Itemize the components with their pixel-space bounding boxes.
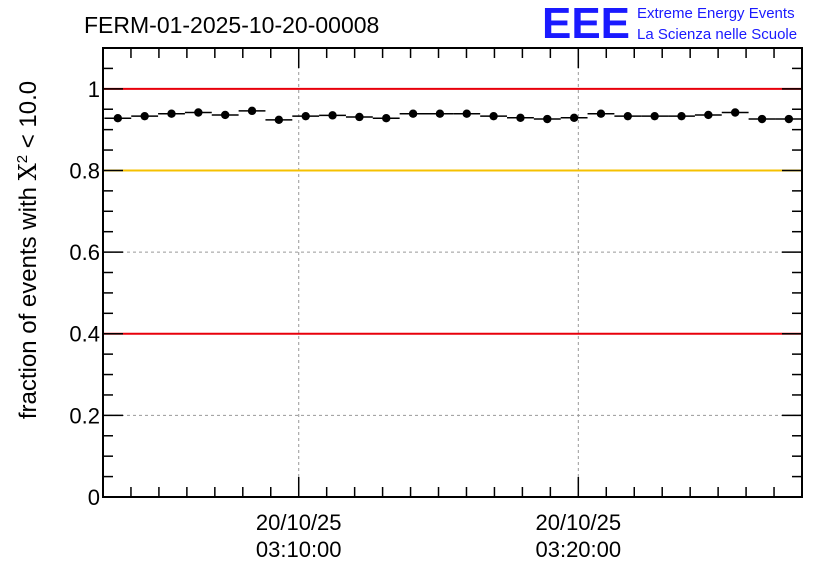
data-point-marker — [140, 111, 149, 121]
y-tick-label: 0.6 — [69, 240, 100, 265]
data-point-marker — [730, 108, 740, 117]
data-point-marker — [489, 111, 498, 121]
data-point — [721, 108, 749, 117]
x-tick-label-time: 03:10:00 — [256, 537, 342, 562]
ticks — [103, 47, 802, 498]
data-point — [560, 113, 588, 122]
data-point-marker — [220, 110, 230, 120]
x-tick-label-time: 03:20:00 — [535, 537, 621, 562]
data-point — [184, 108, 212, 117]
data-point-marker — [113, 114, 123, 123]
data-point — [668, 111, 695, 121]
data-point-marker — [382, 114, 391, 123]
x-tick-label-date: 20/10/25 — [256, 510, 342, 535]
eee-logo-line1: Extreme Energy Events — [637, 5, 795, 22]
data-point — [480, 111, 508, 121]
data-point — [641, 111, 669, 121]
data-point-marker — [543, 114, 552, 124]
y-tick-label: 1 — [88, 77, 100, 102]
data-point-marker — [408, 109, 418, 118]
data-point-marker — [167, 109, 176, 118]
chart-title: FERM-01-2025-10-20-00008 — [84, 12, 379, 38]
data-point-marker — [784, 114, 794, 124]
data-point-marker — [274, 115, 284, 125]
data-point — [775, 114, 803, 124]
y-axis-label-symbol: X — [14, 163, 42, 180]
data-point — [748, 114, 776, 124]
eee-logo: EEE Extreme Energy Events La Scienza nel… — [542, 0, 797, 48]
data-point — [104, 114, 132, 123]
data-point-marker — [462, 109, 471, 118]
reference-lines — [103, 87, 802, 335]
data-point — [587, 109, 615, 118]
data-point — [426, 109, 454, 118]
y-axis-label-superscript: 2 — [14, 155, 31, 163]
eee-logo-line2: La Scienza nelle Scuole — [637, 26, 797, 43]
y-tick-label: 0.2 — [69, 403, 100, 428]
data-point — [238, 106, 266, 116]
data-point — [507, 113, 534, 122]
y-axis-label-suffix: < 10.0 — [15, 81, 42, 155]
data-point — [399, 109, 427, 118]
data-point — [614, 111, 642, 121]
data-point-marker — [677, 111, 686, 121]
data-point — [211, 110, 239, 120]
data-point — [131, 111, 159, 121]
data-point — [265, 115, 293, 125]
y-tick-label: 0.4 — [69, 322, 100, 347]
data-point-marker — [301, 111, 310, 121]
data-point — [319, 111, 346, 120]
x-tick-label-date: 20/10/25 — [535, 510, 621, 535]
data-point — [158, 109, 185, 118]
data-point-marker — [328, 111, 337, 120]
data-point-marker — [247, 106, 257, 116]
data-point-marker — [596, 109, 606, 118]
eee-logo-letters: EEE — [542, 0, 630, 48]
data-point — [372, 114, 400, 123]
data-point-marker — [650, 111, 659, 121]
data-point — [694, 110, 722, 120]
y-tick-label: 0 — [88, 485, 100, 510]
data-point — [453, 109, 481, 118]
data-point-marker — [355, 112, 364, 122]
data-point — [292, 111, 320, 121]
data-point — [345, 112, 373, 122]
y-axis-label-prefix: fraction of events with — [15, 180, 42, 419]
data-point-marker — [757, 114, 767, 124]
data-point-marker — [569, 113, 579, 122]
data-point-marker — [194, 108, 203, 117]
y-tick-label: 0.8 — [69, 158, 100, 183]
data-point-marker — [435, 109, 445, 118]
tick-labels: 00.20.40.60.8120/10/2503:10:0020/10/2503… — [69, 77, 621, 562]
y-axis-label: fraction of events with X2 < 10.0 — [14, 81, 42, 419]
data-points — [104, 106, 803, 125]
data-point-marker — [623, 111, 633, 121]
data-point-marker — [516, 113, 525, 122]
data-point-marker — [704, 110, 713, 120]
data-point — [533, 114, 561, 124]
